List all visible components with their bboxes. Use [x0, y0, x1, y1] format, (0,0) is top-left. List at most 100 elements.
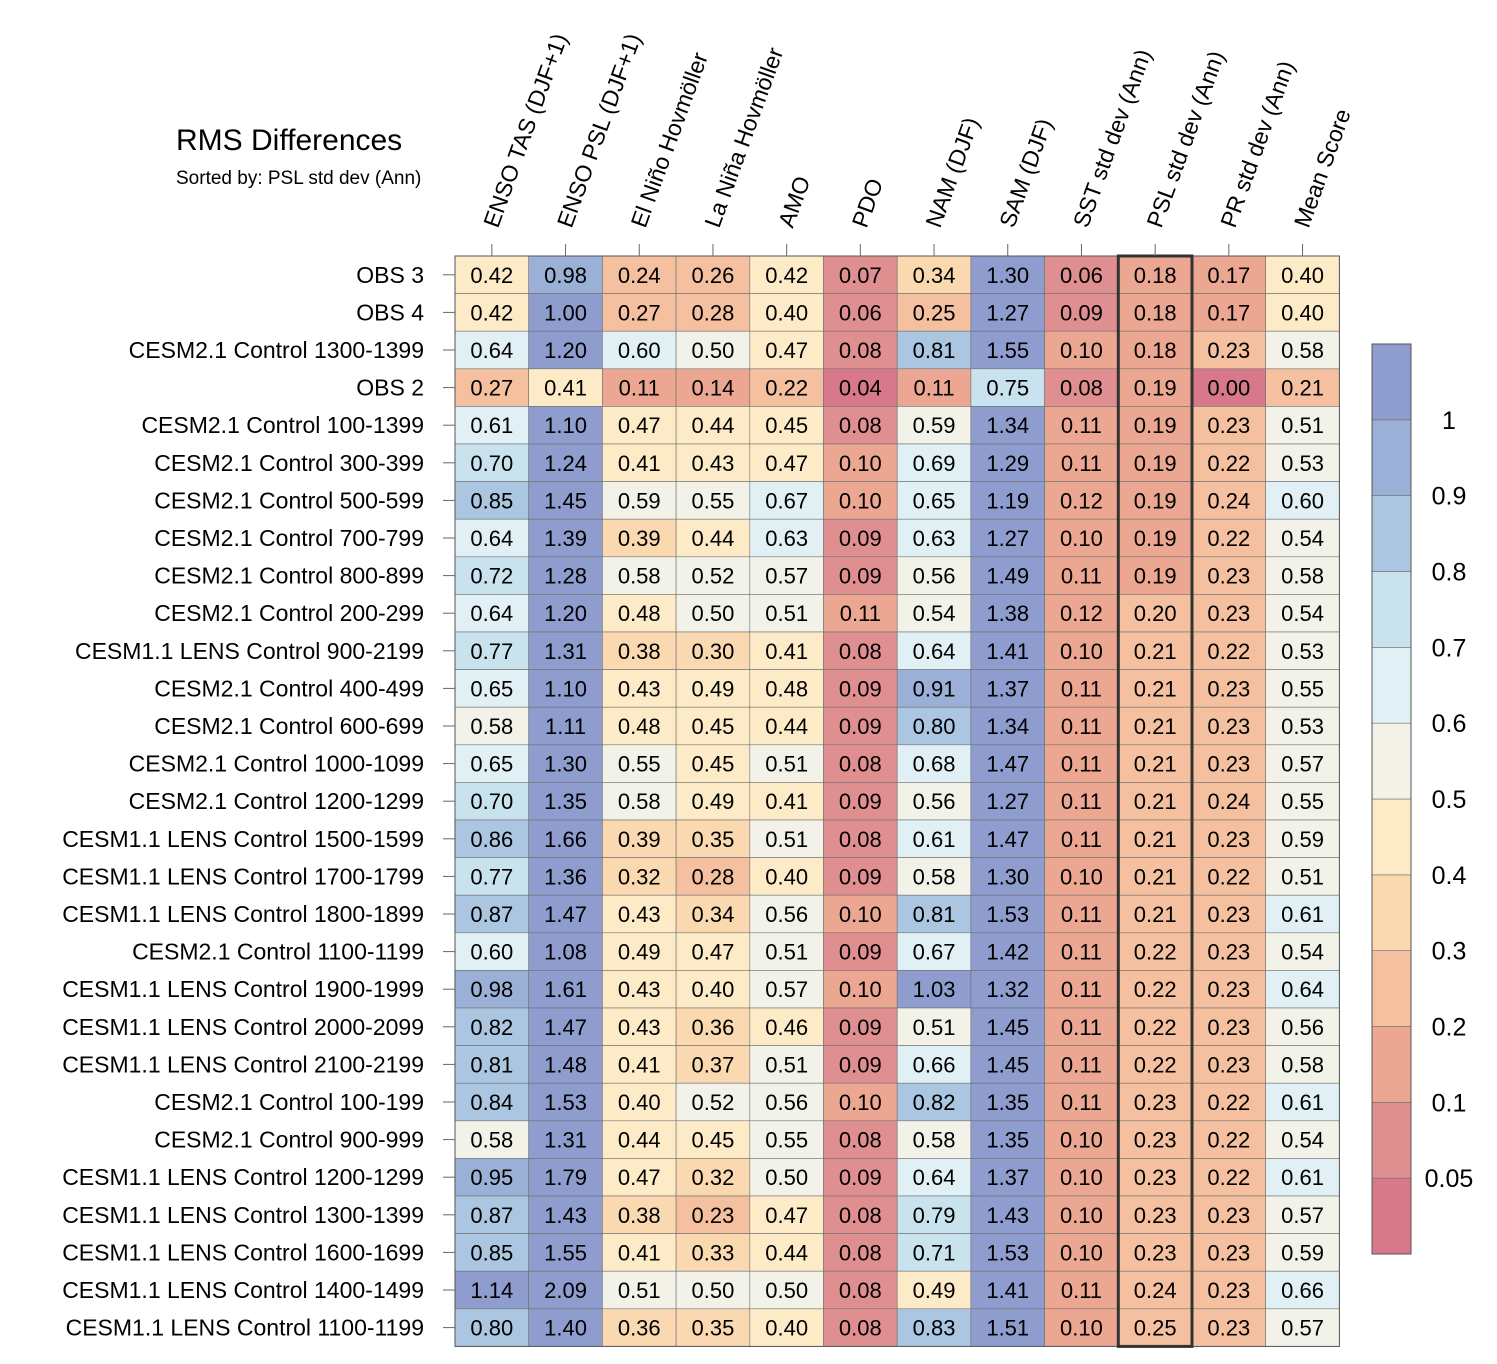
heatmap-cell: [896, 782, 972, 821]
column-label: ENSO TAS (DJF+1): [478, 30, 572, 231]
heatmap-cell: [1118, 556, 1193, 595]
heatmap-cell: [528, 1270, 603, 1310]
cell-value-label: 0.40: [1281, 300, 1324, 325]
heatmap-cell: [1118, 481, 1193, 520]
cell-value-label: 1.34: [986, 714, 1029, 739]
heatmap-cell: [970, 556, 1045, 595]
cell-value-label: 0.51: [765, 752, 808, 777]
heatmap-cell: [1265, 1158, 1340, 1197]
colorbar-tick-label: 0.9: [1432, 483, 1467, 511]
heatmap-cell: [749, 782, 824, 821]
cell-value-label: 0.75: [986, 376, 1029, 401]
cell-value-label: 0.54: [913, 601, 956, 626]
heatmap-cell: [1044, 744, 1119, 783]
heatmap-cell: [749, 1120, 824, 1159]
colorbar-segment: [1371, 798, 1412, 876]
heatmap-cell: [454, 594, 529, 633]
heatmap-cell: [823, 744, 898, 783]
heatmap-cell: [528, 1195, 603, 1234]
cell-value-label: 0.49: [913, 1278, 956, 1303]
cell-value-label: 0.21: [1134, 827, 1177, 852]
heatmap-cell: [970, 782, 1045, 821]
heatmap-cell: [602, 1233, 677, 1272]
cell-value-label: 0.10: [839, 488, 882, 513]
heatmap-cell: [528, 1120, 603, 1159]
cell-value-label: 0.47: [765, 338, 808, 363]
cell-value-label: 0.43: [692, 451, 735, 476]
colorbar-tick-label: 1: [1442, 407, 1456, 435]
cell-value-label: 0.22: [1207, 1090, 1250, 1115]
cell-value-label: 1.55: [986, 338, 1029, 363]
heatmap-cell: [454, 1007, 529, 1046]
heatmap-cell: [1044, 706, 1119, 746]
cell-value-label: 0.86: [470, 827, 513, 852]
cell-value-label: 0.12: [1060, 601, 1103, 626]
row-label: CESM1.1 LENS Control 1200-1299: [62, 1164, 424, 1190]
cell-value-label: 0.45: [692, 714, 735, 739]
heatmap-cell: [1044, 330, 1119, 370]
cell-value-label: 1.10: [544, 413, 587, 438]
colorbar-tick-label: 0.8: [1432, 559, 1467, 587]
heatmap-cell: [749, 1308, 824, 1347]
cell-value-label: 0.23: [1207, 1052, 1250, 1077]
heatmap-cell: [454, 669, 529, 708]
cell-value-label: 0.06: [839, 300, 882, 325]
cell-value-label: 0.11: [1061, 1090, 1102, 1115]
heatmap-cell: [896, 819, 972, 858]
heatmap-cell: [1044, 1308, 1119, 1347]
heatmap-cell: [602, 556, 677, 595]
cell-value-label: 1.34: [986, 413, 1029, 438]
cell-value-label: 0.64: [470, 601, 513, 626]
heatmap-cell: [602, 293, 677, 332]
row-label: OBS 3: [356, 262, 424, 288]
heatmap-cell: [1044, 443, 1119, 482]
heatmap-cell: [823, 631, 898, 670]
cell-value-label: 0.71: [913, 1240, 956, 1265]
cell-value-label: 0.49: [692, 676, 735, 701]
cell-value-label: 0.08: [839, 827, 882, 852]
cell-value-label: 0.57: [1281, 1316, 1324, 1341]
heatmap-cell: [675, 481, 751, 520]
row-label: CESM2.1 Control 800-899: [154, 563, 424, 589]
cell-value-label: 0.27: [470, 376, 513, 401]
cell-value-label: 0.61: [1281, 1165, 1324, 1190]
heatmap-cell: [528, 970, 603, 1009]
heatmap-cell: [454, 518, 529, 558]
heatmap-cell: [1118, 594, 1193, 633]
heatmap-cell: [970, 932, 1045, 971]
cell-value-label: 0.37: [692, 1052, 735, 1077]
cell-value-label: 0.47: [692, 940, 735, 965]
heatmap-cell: [1265, 1270, 1340, 1310]
cell-value-label: 0.60: [470, 940, 513, 965]
cell-value-label: 0.51: [765, 940, 808, 965]
heatmap-cell: [823, 782, 898, 821]
heatmap-cell: [602, 894, 677, 934]
cell-value-label: 0.08: [839, 1316, 882, 1341]
cell-value-label: 0.42: [470, 300, 513, 325]
cell-value-label: 0.58: [470, 714, 513, 739]
heatmap-cell: [528, 744, 603, 783]
heatmap-cell: [675, 631, 751, 670]
column-label: ENSO PSL (DJF+1): [552, 30, 646, 231]
heatmap-cell: [823, 1233, 898, 1272]
cell-value-label: 0.10: [1060, 1316, 1103, 1341]
heatmap-cell: [896, 1158, 972, 1197]
cell-value-label: 0.22: [1207, 864, 1250, 889]
heatmap-cell: [749, 669, 824, 708]
heatmap-cell: [823, 556, 898, 595]
cell-value-label: 0.59: [913, 413, 956, 438]
heatmap-cell: [1118, 1308, 1193, 1347]
row-label: CESM2.1 Control 300-399: [154, 450, 424, 476]
cell-value-label: 0.09: [839, 1052, 882, 1077]
cell-value-label: 0.51: [765, 1052, 808, 1077]
heatmap-cell: [749, 970, 824, 1009]
cell-value-label: 0.40: [765, 1316, 808, 1341]
cell-value-label: 0.40: [765, 864, 808, 889]
cell-value-label: 0.63: [913, 526, 956, 551]
cell-value-label: 0.44: [692, 413, 735, 438]
cell-value-label: 0.35: [692, 827, 735, 852]
heatmap-cell: [1118, 443, 1193, 482]
heatmap-cell: [675, 293, 751, 332]
cell-value-label: 0.56: [765, 902, 808, 927]
heatmap-cell: [823, 819, 898, 858]
